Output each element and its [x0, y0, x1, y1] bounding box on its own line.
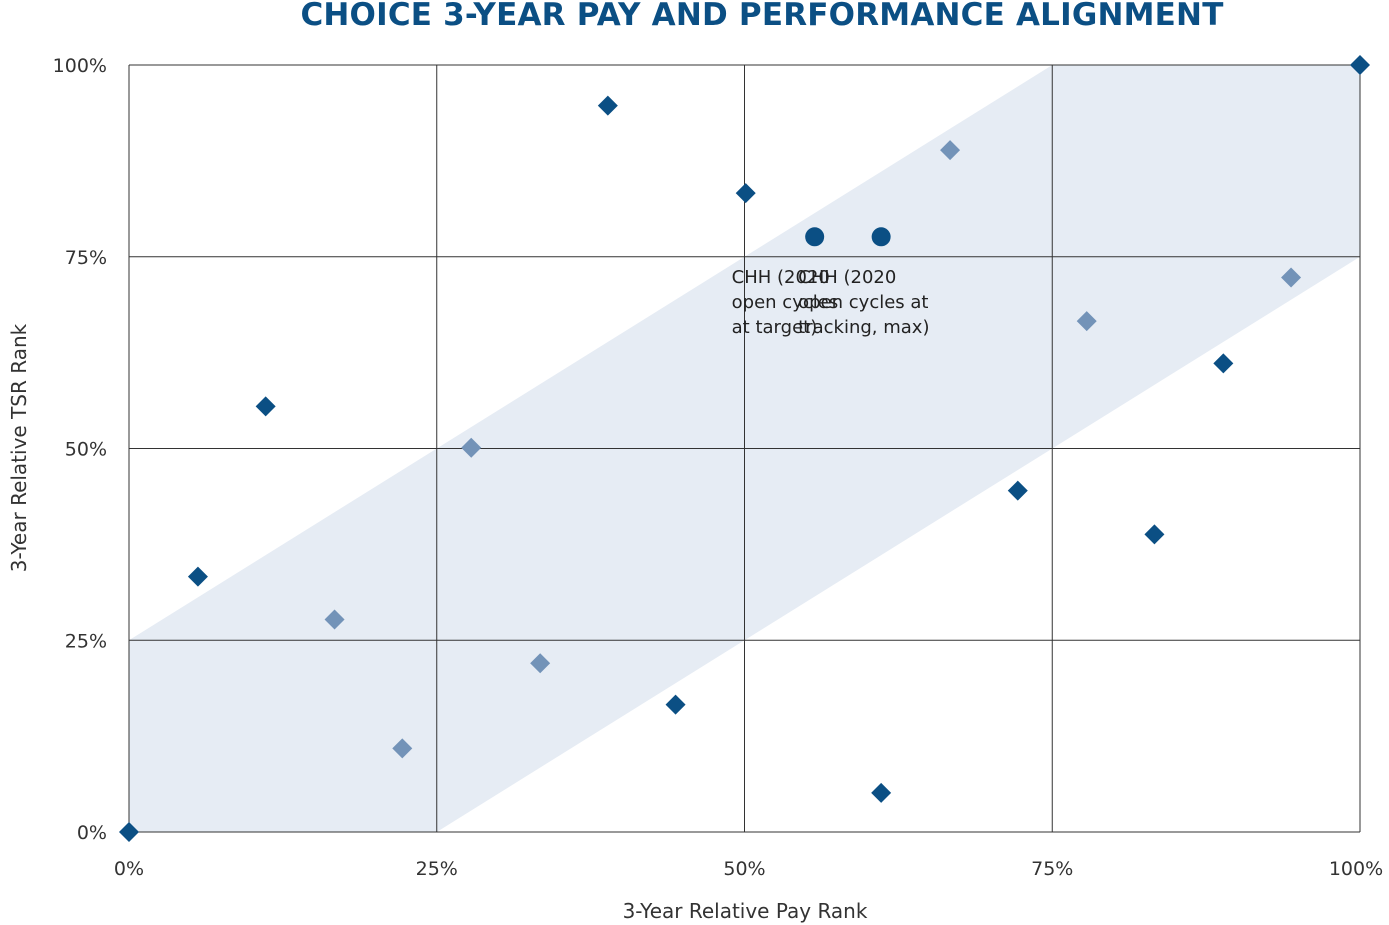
chh-annotation-line: open cycles [732, 292, 839, 313]
y-tick-label: 25% [65, 630, 107, 652]
data-point-diamond [940, 140, 961, 161]
annotation-layer: CHH (2020 open cycles at target) CHH (2020 o… [732, 267, 930, 338]
x-tick-label: 0% [114, 858, 144, 880]
y-tick-label: 75% [65, 247, 107, 269]
chh-annotation-line: at target) [732, 317, 818, 338]
chh-annotation-line: CHH (2020 [732, 267, 830, 288]
data-point-diamond [597, 95, 618, 116]
chh-annotation: CHH (2020 open cycles at target) [732, 267, 839, 338]
data-point-diamond [871, 782, 892, 803]
data-point-chh [871, 227, 891, 247]
chh-annotation: CHH (2020 open cycles at tracking, max) [798, 267, 929, 338]
y-tick-label: 100% [53, 55, 107, 77]
data-point-chh [805, 227, 825, 247]
data-point-diamond [255, 396, 276, 417]
x-tick-label: 50% [723, 858, 765, 880]
y-tick-label: 0% [77, 822, 107, 844]
tick-label-layer: 0% 25% 50% 75% 100% 0% 25% 50% 75% 100% [53, 55, 1383, 880]
data-point-diamond [324, 609, 345, 630]
data-point-diamond [1076, 311, 1097, 332]
data-point-diamond [735, 183, 756, 204]
data-point-diamond [530, 653, 551, 674]
data-point-diamond [1144, 524, 1165, 545]
data-point-diamond [1281, 267, 1302, 288]
data-point-diamond [392, 738, 413, 759]
grid-layer [128, 64, 1361, 833]
x-tick-label: 75% [1031, 858, 1073, 880]
data-point-diamond [1007, 480, 1028, 501]
y-axis-label: 3-Year Relative TSR Rank [7, 323, 31, 572]
data-point-diamond [1350, 55, 1370, 75]
x-tick-label: 100% [1329, 858, 1383, 880]
y-tick-label: 50% [65, 439, 107, 461]
chh-annotation-line: tracking, max) [798, 317, 929, 338]
x-tick-label: 25% [416, 858, 458, 880]
data-point-layer [119, 55, 1370, 842]
data-point-diamond [461, 437, 482, 458]
chh-annotation-line: CHH (2020 [798, 267, 896, 288]
x-axis-label: 3-Year Relative Pay Rank [623, 899, 868, 923]
data-point-diamond [1213, 353, 1234, 374]
data-point-diamond [119, 822, 139, 842]
data-point-diamond [665, 694, 686, 715]
chart-title: CHOICE 3-YEAR PAY AND PERFORMANCE ALIGNM… [300, 0, 1223, 33]
chh-annotation-line: open cycles at [798, 292, 928, 313]
data-point-diamond [187, 566, 208, 587]
